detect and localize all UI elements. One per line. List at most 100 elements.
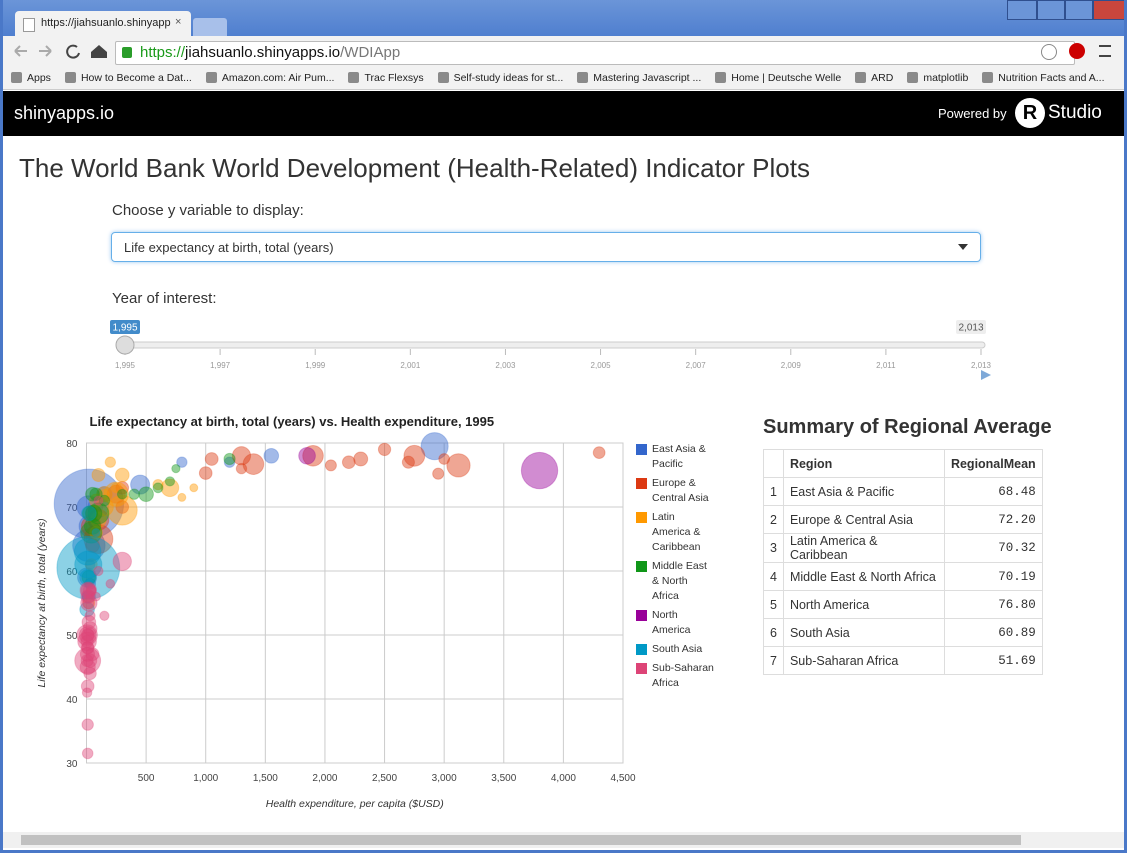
minimize-button[interactable]: [1037, 0, 1065, 20]
scroll-thumb[interactable]: [21, 835, 1021, 845]
bookmark-icon: [982, 72, 994, 83]
bubble: [72, 528, 106, 563]
powered-by: Powered by: [938, 106, 1007, 121]
bubble: [128, 488, 140, 500]
play-button[interactable]: [981, 370, 991, 380]
slider-max-badge: [956, 320, 986, 334]
bubble: [87, 496, 110, 518]
legend-swatch: [636, 444, 647, 455]
bookmark-star[interactable]: [1041, 44, 1057, 60]
bubble: [90, 511, 107, 529]
bubble: [152, 482, 164, 494]
bubble: [403, 444, 426, 467]
bookmark[interactable]: Trac Flexsys: [348, 71, 424, 84]
bubble: [78, 514, 102, 538]
tab-title: https://jiahsuanlo.shinyapps: [41, 17, 171, 29]
address-bar[interactable]: https://jiahsuanlo.shinyapps.io/WDIApp: [115, 41, 1075, 65]
slider-tick-label: 2,009: [781, 361, 802, 370]
mean-cell: 68.48: [943, 477, 1043, 506]
bubble: [83, 666, 97, 681]
slider-handle[interactable]: [115, 335, 135, 355]
bubble: [82, 596, 96, 610]
maximize-button[interactable]: [1065, 0, 1093, 20]
menu-button[interactable]: [1099, 45, 1111, 57]
bubble: [89, 525, 103, 540]
slider-tick-label: 2,003: [495, 361, 516, 370]
bookmark[interactable]: Home | Deutsche Welle: [715, 72, 841, 84]
bubble: [115, 480, 130, 495]
bubble: [94, 497, 114, 517]
bookmark-label: Amazon.com: Air Pum...: [221, 71, 335, 84]
bubble: [81, 590, 94, 603]
tab-icon: [23, 18, 35, 32]
bookmark[interactable]: ARD: [855, 72, 893, 84]
new-tab[interactable]: [193, 18, 227, 36]
bubble: [83, 517, 102, 535]
bubble: [298, 446, 316, 465]
bubble: [79, 601, 95, 618]
y-tick-label: 60: [66, 567, 78, 578]
slider-tick-label: 1,997: [210, 361, 231, 370]
back-button[interactable]: [14, 45, 27, 57]
reload-button[interactable]: [66, 44, 80, 59]
y-tick-label: 40: [66, 695, 78, 706]
bookmark-icon: [437, 72, 449, 83]
scatter-chart: Life expectancy at birth, total (years) …: [36, 414, 636, 810]
mean-cell: 72.20: [943, 505, 1043, 534]
studio: Studio: [1048, 102, 1102, 123]
bubble: [73, 537, 102, 566]
mean-cell: 70.32: [943, 533, 1043, 563]
tab-close[interactable]: ×: [175, 16, 182, 28]
tab[interactable]: https://jiahsuanlo.shinyapps ×: [15, 11, 191, 37]
bubble: [446, 453, 471, 478]
x-tick-label: 2,500: [372, 773, 397, 784]
y-axis-label: Life expectancy at birth, total (years): [36, 518, 48, 687]
slider-tick-label: 2,001: [400, 361, 421, 370]
y-variable-select[interactable]: Life expectancy at birth, total (years): [111, 232, 981, 262]
extension-icon[interactable]: [1069, 43, 1085, 59]
bookmark[interactable]: Self-study ideas for st...: [437, 72, 563, 84]
bookmark[interactable]: Mastering Javascript ...: [577, 72, 701, 84]
legend-label: Europe & Central Asia: [652, 477, 709, 504]
table-row: 1 East Asia & Pacific 68.48: [763, 477, 1043, 506]
bubble: [77, 631, 97, 652]
bubble: [76, 495, 101, 519]
bookmark[interactable]: matplotlib: [907, 72, 968, 84]
bookmark-label: Home | Deutsche Welle: [731, 71, 842, 84]
legend-swatch: [636, 610, 647, 621]
bookmark-icon: [11, 72, 22, 83]
header-cell: Region: [782, 449, 945, 478]
row-number: 1: [763, 477, 784, 506]
bookmark[interactable]: Apps: [11, 72, 51, 84]
bubble: [82, 583, 97, 597]
slider-value-label: 1,995: [112, 323, 137, 334]
table-row: 2 Europe & Central Asia 72.20: [763, 505, 1043, 534]
nav-buttons: [14, 44, 107, 59]
bubble: [105, 578, 116, 589]
bookmark-label: Trac Flexsys: [364, 71, 424, 84]
legend-item: Latin America & Caribbean: [636, 510, 714, 555]
bookmark[interactable]: Amazon.com: Air Pum...: [205, 71, 335, 84]
bookmark[interactable]: Nutrition Facts and A...: [982, 72, 1105, 84]
bookmark[interactable]: How to Become a Dat...: [64, 72, 192, 84]
bubble: [79, 646, 96, 662]
y-variable-label: Choose y variable to display:: [112, 202, 304, 219]
bubble: [324, 459, 337, 472]
bookmark-icon: [348, 72, 360, 83]
bubble: [80, 589, 95, 604]
year-slider[interactable]: 1,995 1,997 1,999 2,001 2,003 2,005 2,007 2,009…: [103, 315, 1003, 385]
close-button[interactable]: [1093, 0, 1124, 20]
bubble: [81, 614, 97, 630]
bookmark-icon: [205, 72, 217, 83]
bubble: [160, 478, 180, 498]
slider-value-badge: [110, 320, 140, 334]
legend-swatch: [636, 512, 647, 523]
bubble: [80, 594, 98, 612]
browser-window: https://jiahsuanlo.shinyapps × https://j…: [3, 0, 1124, 850]
bubble: [96, 486, 113, 503]
forward-button[interactable]: [39, 45, 52, 57]
legend-swatch: [636, 561, 647, 572]
user-button[interactable]: [1007, 0, 1037, 20]
chart-title: Life expectancy at birth, total (years) …: [90, 414, 495, 429]
home-button[interactable]: [91, 45, 107, 58]
